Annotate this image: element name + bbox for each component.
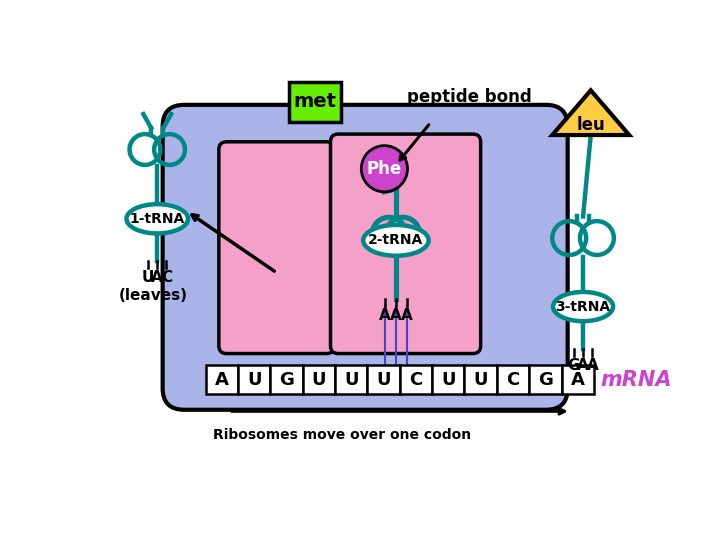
Circle shape bbox=[361, 146, 408, 192]
Text: A: A bbox=[401, 308, 413, 323]
Bar bbox=[289, 82, 341, 122]
Text: met: met bbox=[294, 92, 337, 111]
Ellipse shape bbox=[363, 225, 428, 256]
FancyBboxPatch shape bbox=[163, 105, 567, 410]
Text: (leaves): (leaves) bbox=[119, 288, 188, 303]
Ellipse shape bbox=[127, 204, 188, 233]
Text: U: U bbox=[474, 371, 488, 389]
Text: leu: leu bbox=[577, 116, 605, 134]
Text: A: A bbox=[586, 358, 598, 373]
Bar bbox=[206, 365, 238, 394]
Bar bbox=[367, 365, 400, 394]
Text: G: G bbox=[279, 371, 294, 389]
Text: mRNA: mRNA bbox=[600, 370, 672, 390]
Bar bbox=[303, 365, 335, 394]
Bar bbox=[529, 365, 562, 394]
Bar bbox=[400, 365, 432, 394]
Text: G: G bbox=[538, 371, 553, 389]
Text: A: A bbox=[215, 371, 229, 389]
Text: A: A bbox=[390, 308, 402, 323]
Text: 2-tRNA: 2-tRNA bbox=[369, 233, 423, 247]
Text: U: U bbox=[344, 371, 359, 389]
Text: U: U bbox=[377, 371, 391, 389]
FancyBboxPatch shape bbox=[330, 134, 481, 354]
Text: U: U bbox=[247, 371, 261, 389]
Text: A: A bbox=[571, 371, 585, 389]
Text: peptide bond: peptide bond bbox=[407, 88, 531, 106]
Text: Ribosomes move over one codon: Ribosomes move over one codon bbox=[213, 428, 472, 442]
Bar bbox=[238, 365, 271, 394]
Text: A: A bbox=[577, 358, 589, 373]
Text: U: U bbox=[312, 371, 326, 389]
Bar bbox=[497, 365, 529, 394]
Text: A: A bbox=[379, 308, 391, 323]
Bar bbox=[464, 365, 497, 394]
Bar bbox=[562, 365, 594, 394]
Text: Phe: Phe bbox=[366, 160, 402, 178]
Ellipse shape bbox=[553, 292, 613, 321]
Bar bbox=[271, 365, 303, 394]
Text: G: G bbox=[567, 358, 580, 373]
Text: 3-tRNA: 3-tRNA bbox=[556, 300, 611, 314]
Text: C: C bbox=[161, 271, 172, 285]
Text: C: C bbox=[506, 371, 520, 389]
Polygon shape bbox=[552, 90, 629, 135]
Text: U: U bbox=[441, 371, 456, 389]
FancyBboxPatch shape bbox=[219, 142, 334, 354]
Text: A: A bbox=[151, 271, 163, 285]
Text: C: C bbox=[410, 371, 423, 389]
Bar bbox=[432, 365, 464, 394]
Text: U: U bbox=[142, 271, 154, 285]
Text: 1-tRNA: 1-tRNA bbox=[130, 212, 185, 226]
Bar bbox=[335, 365, 367, 394]
